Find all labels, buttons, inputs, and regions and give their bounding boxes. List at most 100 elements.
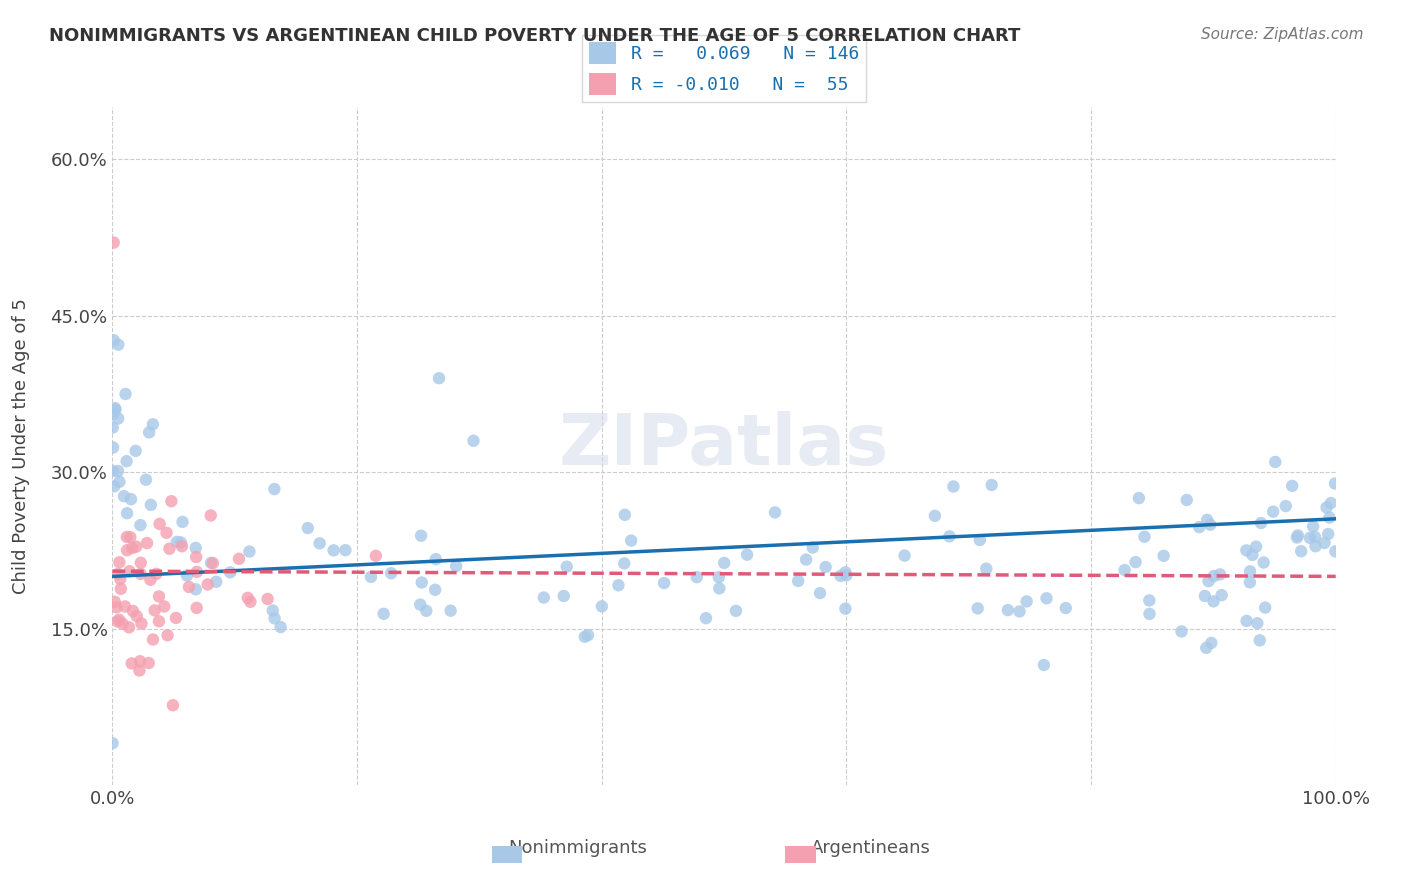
Point [112, 489, 135, 503]
Text: Source: ZipAtlas.com: Source: ZipAtlas.com [1201, 27, 1364, 42]
Point [129, 556, 152, 570]
Point [263, 482, 285, 496]
Point [184, 582, 207, 597]
Point [1195, 640, 1218, 655]
Point [114, 387, 136, 401]
Point [1194, 589, 1216, 603]
Point [262, 603, 284, 617]
Point [157, 541, 180, 556]
Point [834, 566, 856, 580]
Point [613, 557, 636, 571]
Point [553, 589, 575, 603]
Point [1264, 455, 1286, 469]
Point [172, 515, 194, 529]
Bar [492, 846, 522, 863]
Point [110, 582, 132, 596]
Point [143, 603, 166, 617]
Point [1197, 513, 1219, 527]
Point [114, 599, 136, 614]
Point [1153, 549, 1175, 563]
Point [139, 498, 162, 512]
Point [170, 539, 193, 553]
Point [1201, 636, 1223, 650]
Point [1032, 657, 1054, 672]
Point [1133, 530, 1156, 544]
Point [186, 549, 208, 564]
Point [425, 552, 447, 566]
Point [115, 530, 138, 544]
Point [148, 614, 170, 628]
Point [427, 371, 450, 385]
Point [1035, 591, 1057, 606]
Point [1302, 519, 1324, 533]
Point [103, 479, 125, 493]
Point [1008, 604, 1031, 618]
Point [200, 556, 222, 570]
Point [101, 441, 124, 455]
Point [1313, 536, 1336, 550]
Point [423, 582, 446, 597]
Point [135, 473, 157, 487]
Point [170, 535, 193, 549]
Text: Argentineans: Argentineans [811, 838, 931, 856]
Point [138, 425, 160, 440]
Point [533, 591, 555, 605]
Legend: R =   0.069   N = 146, R = -0.010   N =  55: R = 0.069 N = 146, R = -0.010 N = 55 [582, 35, 866, 103]
Point [121, 541, 143, 555]
Point [409, 598, 432, 612]
Point [1323, 476, 1346, 491]
Point [107, 566, 129, 581]
Point [763, 505, 786, 519]
Point [228, 551, 250, 566]
Point [735, 548, 758, 562]
Point [942, 479, 965, 493]
Point [120, 530, 142, 544]
Point [129, 654, 152, 668]
Point [794, 552, 817, 566]
Point [308, 536, 330, 550]
Point [145, 566, 167, 581]
Point [239, 595, 262, 609]
Point [709, 582, 731, 596]
Point [104, 401, 127, 416]
Point [707, 570, 730, 584]
Point [335, 543, 357, 558]
Point [105, 600, 128, 615]
Point [103, 333, 125, 347]
Point [814, 560, 837, 574]
Point [1239, 565, 1261, 579]
Point [1281, 479, 1303, 493]
Point [115, 454, 138, 468]
Point [107, 337, 129, 351]
Point [1246, 616, 1268, 631]
Point [373, 607, 395, 621]
Point [103, 235, 125, 250]
Point [607, 578, 630, 592]
Bar [786, 846, 815, 863]
Point [966, 601, 988, 615]
Point [186, 600, 208, 615]
Text: NONIMMIGRANTS VS ARGENTINEAN CHILD POVERTY UNDER THE AGE OF 5 CORRELATION CHART: NONIMMIGRANTS VS ARGENTINEAN CHILD POVER… [49, 27, 1021, 45]
Point [1175, 492, 1198, 507]
Point [104, 595, 127, 609]
Point [108, 475, 131, 489]
Point [205, 574, 228, 589]
Point [1236, 614, 1258, 628]
Point [974, 562, 997, 576]
Point [125, 609, 148, 624]
Point [120, 492, 142, 507]
Point [1249, 633, 1271, 648]
Point [118, 564, 141, 578]
Point [128, 664, 150, 678]
Point [160, 494, 183, 508]
Point [613, 508, 636, 522]
Point [131, 616, 153, 631]
Point [411, 575, 433, 590]
Point [136, 536, 159, 550]
Point [1241, 548, 1264, 562]
Point [835, 568, 858, 582]
Point [138, 656, 160, 670]
Point [1320, 496, 1343, 510]
Point [1211, 588, 1233, 602]
Point [219, 566, 242, 580]
